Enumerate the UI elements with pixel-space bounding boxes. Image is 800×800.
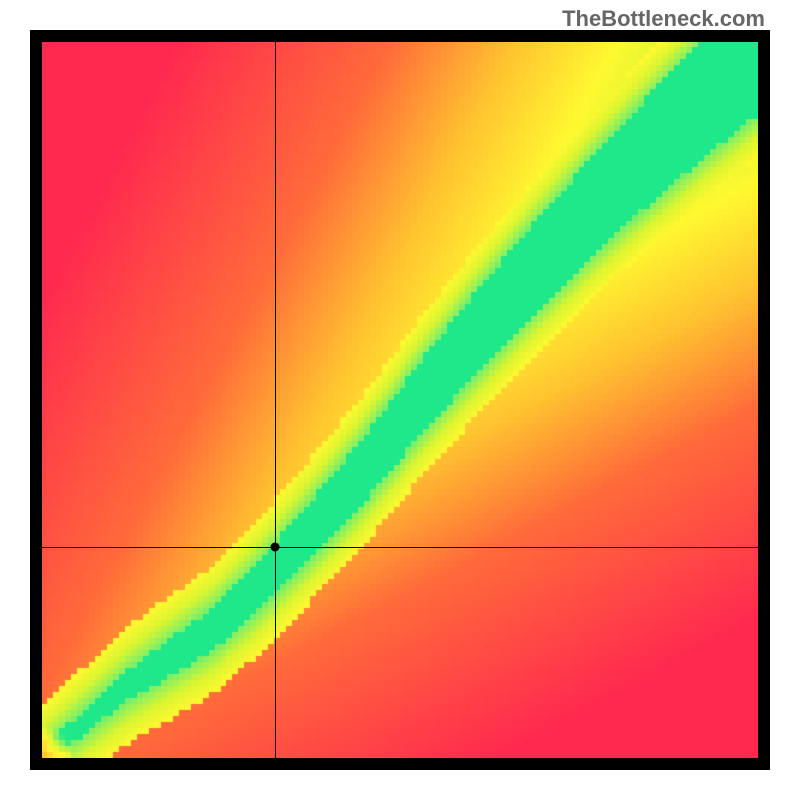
root: TheBottleneck.com <box>0 0 800 800</box>
crosshair-vertical <box>275 42 276 758</box>
crosshair-point <box>270 542 279 551</box>
heatmap-canvas <box>42 42 758 758</box>
plot-inner <box>42 42 758 758</box>
crosshair-horizontal <box>42 547 758 548</box>
watermark-text: TheBottleneck.com <box>562 6 765 32</box>
plot-frame <box>30 30 770 770</box>
